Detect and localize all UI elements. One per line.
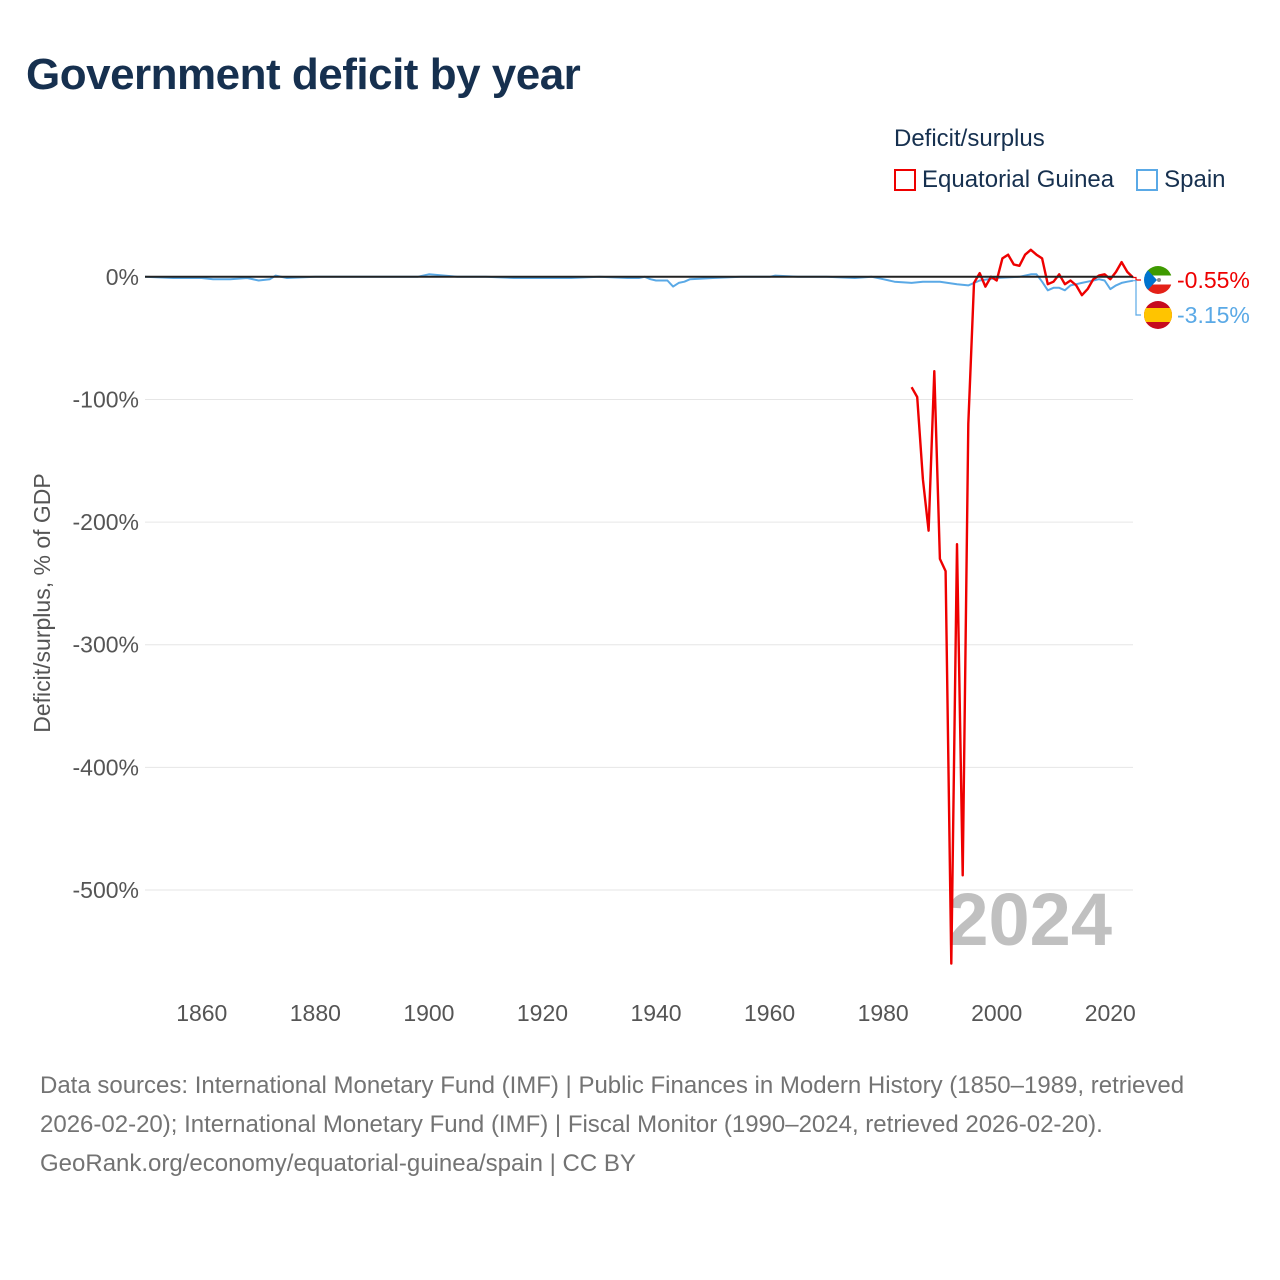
x-axis-ticks: 1860 1880 1900 1920 1940 1960 1980 2000 2020 (176, 1000, 1136, 1026)
end-label-connector (1133, 280, 1141, 316)
x-tick-label: 1900 (403, 1000, 454, 1026)
legend-label-equatorial-guinea: Equatorial Guinea (922, 166, 1115, 193)
y-tick-label: -200% (73, 509, 139, 535)
y-axis-label: Deficit/surplus, % of GDP (29, 473, 55, 732)
x-tick-label: 1920 (517, 1000, 568, 1026)
gridlines (145, 276, 1133, 891)
footer: Data sources: International Monetary Fun… (40, 1066, 1240, 1183)
y-tick-label: -300% (73, 632, 139, 658)
chart-area: 2024 0% -100% -200% -300% -400% -500% 1860 188… (29, 248, 1250, 1026)
legend-item-equatorial-guinea[interactable]: Equatorial Guinea (894, 166, 1114, 194)
legend: Equatorial Guinea Spain (894, 166, 1248, 194)
end-label-connector (1133, 276, 1141, 281)
x-tick-label: 2000 (971, 1000, 1022, 1026)
y-axis-ticks: 0% -100% -200% -300% -400% -500% (73, 264, 139, 903)
series-lines (144, 248, 1134, 965)
legend-label-spain: Spain (1164, 166, 1226, 193)
equatorial-guinea-flag-icon (1144, 266, 1172, 294)
y-tick-label: -400% (73, 754, 139, 780)
legend-item-spain[interactable]: Spain (1136, 166, 1226, 194)
year-watermark: 2024 (947, 878, 1112, 961)
legend-title: Deficit/surplus (894, 125, 1045, 152)
spain-flag-icon (1144, 301, 1172, 329)
x-tick-label: 1980 (858, 1000, 909, 1026)
x-tick-label: 1940 (630, 1000, 681, 1026)
chart-title: Government deficit by year (26, 50, 581, 99)
legend-swatch-equatorial-guinea (894, 169, 916, 191)
data-sources: Data sources: International Monetary Fun… (40, 1072, 1185, 1138)
end-labels: -0.55% -3.15% (1133, 266, 1250, 329)
end-label-spain: -3.15% (1177, 302, 1250, 328)
x-tick-label: 1860 (176, 1000, 227, 1026)
x-tick-label: 2020 (1085, 1000, 1136, 1026)
series-line-equatorial-guinea[interactable] (910, 248, 1134, 965)
y-tick-label: 0% (106, 264, 139, 290)
y-tick-label: -100% (73, 386, 139, 412)
y-tick-label: -500% (73, 877, 139, 903)
end-label-equatorial-guinea: -0.55% (1177, 267, 1250, 293)
x-tick-label: 1960 (744, 1000, 795, 1026)
legend-swatch-spain (1136, 169, 1159, 191)
credit-link[interactable]: GeoRank.org/economy/equatorial-guinea/sp… (40, 1150, 636, 1177)
x-tick-label: 1880 (290, 1000, 341, 1026)
